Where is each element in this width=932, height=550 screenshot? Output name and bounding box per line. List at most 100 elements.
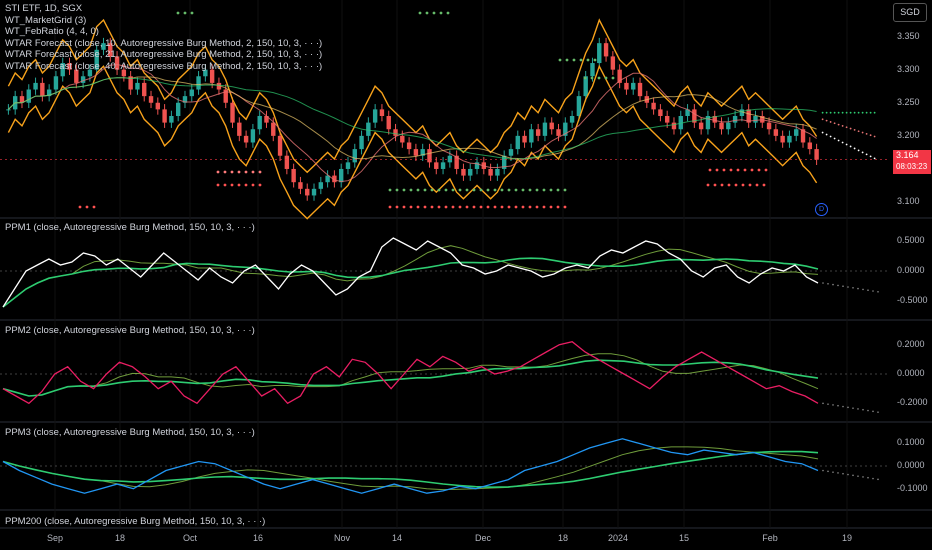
legend-forecast-10[interactable]: WTAR Forecast (close, 10, Autoregressive… xyxy=(5,37,323,49)
ppm3-forecast-dot xyxy=(867,476,869,479)
candle-body xyxy=(739,109,745,116)
grid-dot xyxy=(486,188,490,192)
forecast-dot xyxy=(861,111,864,114)
candle-body xyxy=(257,116,262,130)
candle-body xyxy=(53,76,59,90)
grid-dot xyxy=(465,188,469,192)
grid-dot xyxy=(764,168,768,172)
grid-dot xyxy=(500,205,504,209)
grid-dot xyxy=(446,11,450,15)
candle-body xyxy=(182,96,188,103)
forecast-dot xyxy=(825,119,828,122)
ppm1-forecast-dot xyxy=(872,290,874,292)
grid-dot xyxy=(395,188,399,192)
grid-dot xyxy=(216,183,220,187)
grid-dot xyxy=(409,205,413,209)
ppm1-label[interactable]: PPM1 (close, Autoregressive Burg Method,… xyxy=(5,222,255,233)
ppm3-signal-line xyxy=(2,446,819,491)
currency-button[interactable]: SGD xyxy=(893,3,927,22)
forecast-dot xyxy=(841,141,844,144)
ppm3-label[interactable]: PPM3 (close, Autoregressive Burg Method,… xyxy=(5,427,255,438)
candle-body xyxy=(420,149,425,156)
forecast-dot xyxy=(857,111,860,114)
candle-body xyxy=(162,109,167,123)
candle-body xyxy=(501,155,507,169)
ppm200-label[interactable]: PPM200 (close, Autoregressive Burg Metho… xyxy=(5,516,266,527)
forecast-dot xyxy=(825,111,828,114)
grid-dot xyxy=(720,183,724,187)
candle-body xyxy=(379,109,385,116)
ppm1-forecast-dot xyxy=(852,287,854,289)
candle-body xyxy=(250,129,256,143)
date-tick: 14 xyxy=(391,533,403,543)
grid-dot xyxy=(507,205,511,209)
grid-dot xyxy=(521,205,525,209)
candle-body xyxy=(427,149,432,163)
ppm3-forecast-dot xyxy=(877,478,879,481)
candle-body xyxy=(461,168,466,176)
ma-21 xyxy=(8,76,817,160)
candle-body xyxy=(495,168,500,176)
candle-body xyxy=(33,82,38,90)
candle-body xyxy=(617,69,622,83)
grid-dot xyxy=(432,11,436,15)
candle-body xyxy=(658,109,663,116)
candle-body xyxy=(529,129,534,143)
grid-dot xyxy=(402,205,406,209)
candle-body xyxy=(576,96,582,116)
grid-dot xyxy=(586,58,590,62)
date-tick: 18 xyxy=(557,533,569,543)
grid-dot xyxy=(572,58,576,62)
candle-body xyxy=(277,135,283,156)
candle-body xyxy=(209,69,215,83)
ppm2-label[interactable]: PPM2 (close, Autoregressive Burg Method,… xyxy=(5,325,255,336)
grid-dot xyxy=(458,188,462,192)
grid-dot xyxy=(230,170,234,174)
legend-marketgrid[interactable]: WT_MarketGrid (3) xyxy=(5,14,87,26)
ppm1-forecast-dot xyxy=(847,286,849,288)
candle-body xyxy=(169,116,174,123)
countdown: 08:03:23 xyxy=(896,162,928,171)
legend-symbol[interactable]: STI ETF, 1D, SGX xyxy=(5,3,83,14)
ppm1-forecast-dot xyxy=(862,288,864,291)
forecast-dot xyxy=(833,137,836,140)
grid-dot xyxy=(216,170,220,174)
candle-body xyxy=(101,43,106,50)
grid-dot xyxy=(514,188,518,192)
forecast-dot xyxy=(825,133,828,136)
grid-dot xyxy=(486,205,490,209)
forecast-dot xyxy=(873,135,876,138)
candle-body xyxy=(637,82,643,97)
ppm2-tick: -0.2000 xyxy=(897,397,928,408)
grid-dot xyxy=(472,205,476,209)
dividend-badge[interactable]: D xyxy=(815,203,828,216)
ppm3-forecast-dot xyxy=(872,477,874,480)
date-tick: 16 xyxy=(252,533,264,543)
candle-body xyxy=(678,116,683,130)
ppm2-forecast-dot xyxy=(837,404,839,407)
grid-dot xyxy=(444,205,448,209)
legend-forecast-21[interactable]: WTAR Forecast (close, 21, Autoregressive… xyxy=(5,49,323,61)
candle-body xyxy=(189,89,194,97)
ppm2-forecast-dot xyxy=(822,402,824,405)
grid-dot xyxy=(748,183,752,187)
forecast-dot xyxy=(865,132,868,135)
candle-body xyxy=(488,168,493,176)
candle-body xyxy=(80,76,86,83)
grid-dot xyxy=(590,76,594,80)
ppm3-forecast-dot xyxy=(837,472,839,474)
grid-dot xyxy=(521,188,525,192)
ppm2-forecast-dot xyxy=(852,407,854,409)
grid-dot xyxy=(583,76,587,80)
date-tick: 15 xyxy=(678,533,690,543)
main-legend: STI ETF, 1D, SGX WT_MarketGrid (3) WT_Fe… xyxy=(5,3,322,73)
grid-dot xyxy=(416,205,420,209)
forecast-dot xyxy=(849,111,852,114)
forecast-dot xyxy=(837,139,840,142)
legend-forecast-40[interactable]: WTAR Forecast (close, 40, Autoregressive… xyxy=(5,60,323,72)
ppm3-forecast-dot xyxy=(822,469,824,472)
legend-febratio[interactable]: WT_FebRatio (4, 4, 0) xyxy=(5,26,99,38)
ppm1-line xyxy=(2,237,819,308)
candle-body xyxy=(705,116,711,130)
